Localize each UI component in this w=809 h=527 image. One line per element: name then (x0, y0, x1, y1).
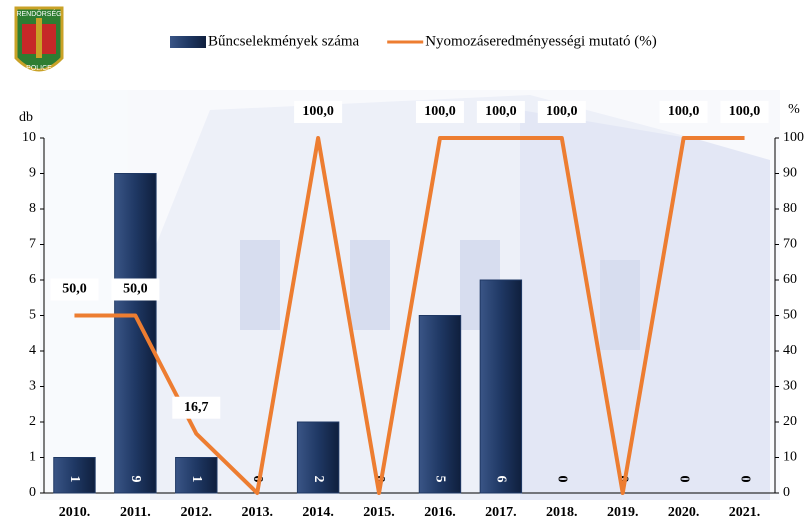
x-tick-label: 2010. (59, 505, 91, 520)
y-tick-label: 4 (29, 343, 36, 358)
y2-tick-label: 0 (783, 485, 790, 500)
line-value-label: 100,0 (729, 104, 761, 119)
bar (115, 174, 156, 494)
logo: RENDŐRSÉG POLICE (16, 8, 62, 72)
bar-value-label: 9 (128, 476, 143, 483)
y-axis-label: db (19, 110, 33, 125)
line-value-label: 100,0 (546, 104, 578, 119)
y-tick-label: 3 (29, 379, 36, 394)
line-value-label: 100,0 (302, 104, 334, 119)
y-tick-label: 6 (29, 272, 36, 287)
chart: RENDŐRSÉG POLICE db % 012345678910010203… (0, 0, 809, 527)
x-tick-label: 2016. (424, 505, 456, 520)
y2-tick-label: 60 (783, 272, 797, 287)
x-tick-label: 2021. (729, 505, 761, 520)
x-tick-label: 2013. (241, 505, 273, 520)
line-value-label: 50,0 (62, 282, 87, 297)
y2-tick-label: 80 (783, 201, 797, 216)
y2-tick-label: 100 (783, 130, 804, 145)
line-value-label: 100,0 (485, 104, 517, 119)
bar-value-label: 1 (67, 476, 82, 483)
y-tick-label: 1 (29, 450, 36, 465)
x-tick-label: 2019. (607, 505, 639, 520)
y2-axis-label: % (788, 102, 800, 117)
bar-value-label: 6 (494, 476, 509, 483)
y2-tick-label: 70 (783, 237, 797, 252)
legend-label: Bűncselekmények száma (208, 33, 360, 49)
y-tick-label: 2 (29, 414, 36, 429)
bar-value-label: 5 (433, 476, 448, 483)
y2-tick-label: 40 (783, 343, 797, 358)
bar (419, 316, 460, 494)
bar (480, 280, 521, 493)
bar-value-label: 0 (555, 476, 570, 483)
x-tick-label: 2014. (302, 505, 334, 520)
line-value-label: 50,0 (123, 282, 148, 297)
y2-tick-label: 90 (783, 166, 797, 181)
y2-tick-label: 30 (783, 379, 797, 394)
x-tick-label: 2018. (546, 505, 578, 520)
bar-value-label: 2 (311, 476, 326, 483)
x-tick-label: 2017. (485, 505, 517, 520)
line-value-label: 16,7 (184, 400, 209, 415)
logo-text: POLICE (26, 65, 52, 72)
y-tick-label: 10 (22, 130, 36, 145)
y-tick-label: 5 (29, 308, 36, 323)
bar-value-label: 0 (676, 476, 691, 483)
y-tick-label: 9 (29, 166, 36, 181)
legend-label: Nyomozáseredményességi mutató (%) (425, 33, 657, 49)
legend-swatch (170, 36, 206, 48)
line-value-label: 100,0 (424, 104, 456, 119)
bar-value-label: 1 (189, 476, 204, 483)
page: {"logo": {"top": "RENDŐRSÉG", "bottom": … (0, 0, 809, 527)
y2-tick-label: 10 (783, 450, 797, 465)
y-tick-label: 7 (29, 237, 36, 252)
x-tick-label: 2020. (668, 505, 700, 520)
x-tick-label: 2012. (181, 505, 213, 520)
y-tick-label: 8 (29, 201, 36, 216)
logo-text: RENDŐRSÉG (16, 9, 61, 18)
y2-tick-label: 20 (783, 414, 797, 429)
x-tick-label: 2011. (120, 505, 151, 520)
bar-value-label: 0 (737, 476, 752, 483)
y-tick-label: 0 (29, 485, 36, 500)
x-tick-label: 2015. (363, 505, 395, 520)
line-value-label: 100,0 (668, 104, 700, 119)
y2-tick-label: 50 (783, 308, 797, 323)
